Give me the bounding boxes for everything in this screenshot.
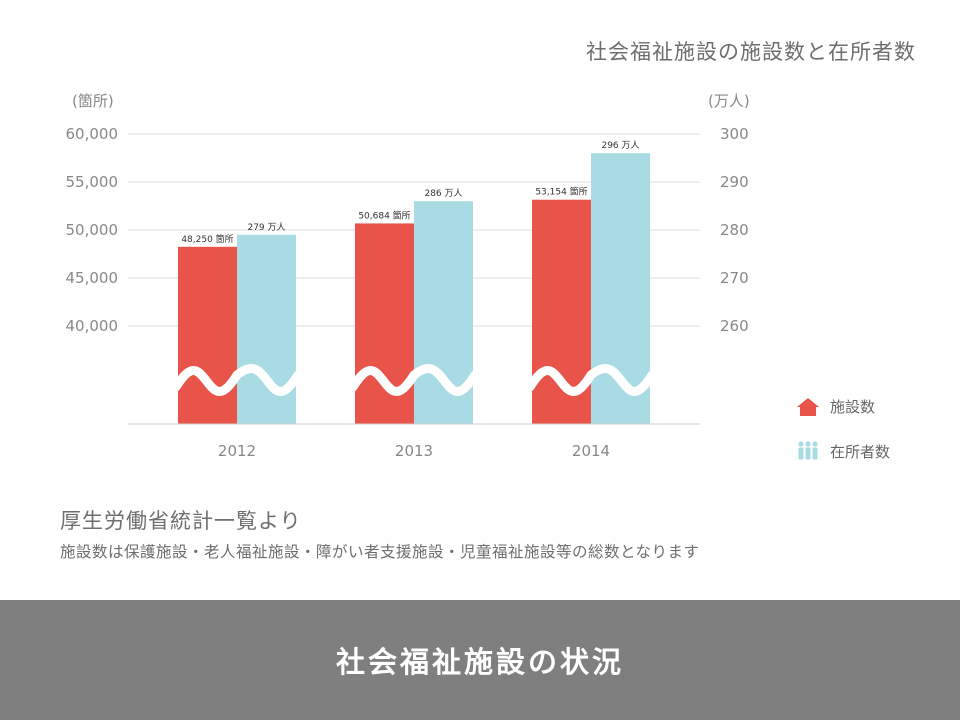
left-tick-label: 55,000	[66, 173, 119, 191]
x-tick-label: 2012	[218, 442, 256, 460]
left-tick-label: 45,000	[66, 269, 119, 287]
data-label: 286 万人	[424, 188, 462, 199]
bar-chart: 48,250 箇所 50,684 箇所 53,154 箇所 279 万人 286 万人 2…	[66, 125, 749, 460]
right-tick-label: 290	[720, 173, 749, 191]
house-icon	[797, 397, 819, 416]
data-label: 48,250 箇所	[181, 233, 233, 245]
data-label: 50,684 箇所	[358, 209, 410, 221]
note-text: 施設数は保護施設・老人福祉施設・障がい者支援施設・児童福祉施設等の総数となります	[60, 543, 700, 561]
legend-label-residents: 在所者数	[830, 442, 891, 461]
chart-title: 社会福祉施設の施設数と在所者数	[586, 40, 916, 64]
axis-break-wave	[525, 364, 657, 396]
data-label: 279 万人	[247, 222, 285, 233]
source-text: 厚生労働省統計一覧より	[60, 509, 302, 533]
left-tick-label: 50,000	[66, 221, 119, 239]
axis-breaks	[171, 364, 657, 396]
left-tick-label: 60,000	[66, 125, 119, 143]
bar-facilities	[355, 223, 414, 424]
right-tick-label: 260	[720, 317, 749, 335]
bar-facilities	[178, 246, 237, 424]
right-axis-unit: (万人)	[708, 92, 750, 110]
data-labels: 48,250 箇所 50,684 箇所 53,154 箇所 279 万人 286 万人 2…	[181, 140, 639, 245]
x-tick-label: 2013	[395, 442, 433, 460]
data-label: 53,154 箇所	[535, 186, 587, 198]
legend-item-facilities: 施設数	[796, 396, 875, 417]
legend-label-facilities: 施設数	[830, 398, 876, 416]
x-tick-label: 2014	[572, 442, 610, 460]
footer-banner: 社会福祉施設の状況	[0, 600, 960, 720]
right-tick-label: 280	[720, 221, 749, 239]
left-tick-label: 40,000	[66, 317, 119, 335]
data-label: 296 万人	[601, 140, 639, 151]
people-icon	[798, 441, 818, 460]
right-tick-label: 270	[720, 269, 749, 287]
legend-item-residents: 在所者数	[796, 440, 890, 462]
footer-title: 社会福祉施設の状況	[335, 645, 624, 679]
axis-break-wave	[348, 364, 480, 396]
bar-residents	[237, 234, 296, 424]
left-axis-unit: (箇所)	[72, 92, 114, 110]
right-tick-label: 300	[720, 125, 749, 143]
tick-labels: 60,000 55,000 50,000 45,000 40,000 300 290 280 2…	[66, 125, 749, 460]
axis-break-wave	[171, 364, 303, 396]
